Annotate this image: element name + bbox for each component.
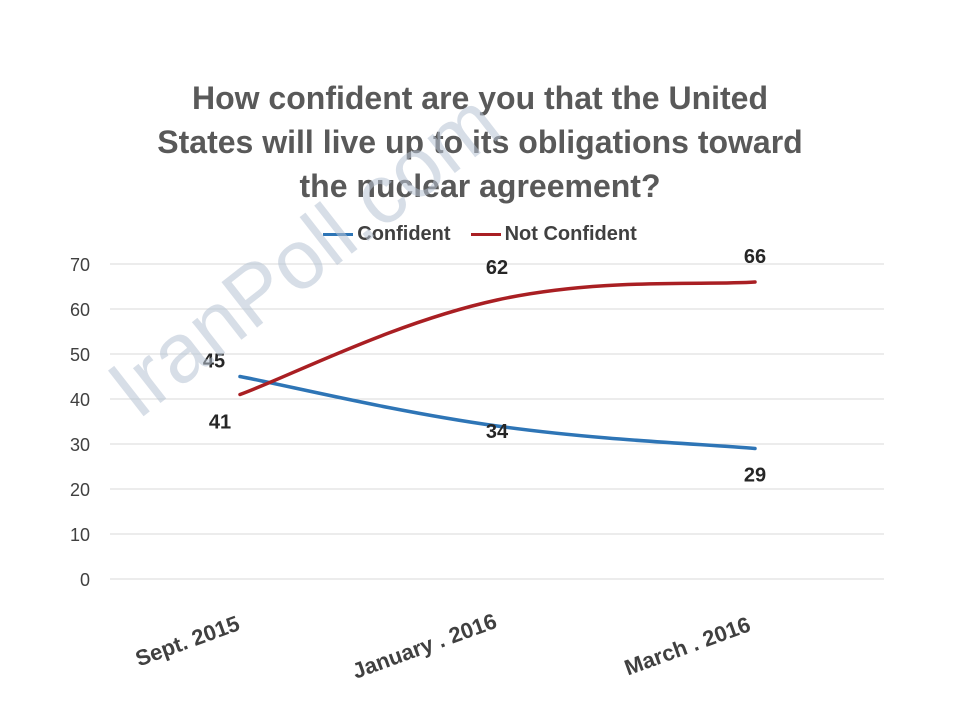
x-tick-label: March . 2016 xyxy=(621,612,754,681)
y-tick-label: 70 xyxy=(70,255,90,275)
data-label: 62 xyxy=(486,257,508,279)
x-tick-label: January . 2016 xyxy=(349,608,500,683)
legend-item-confident: Confident xyxy=(323,222,451,246)
y-tick-label: 60 xyxy=(70,300,90,320)
y-tick-label: 50 xyxy=(70,345,90,365)
data-point xyxy=(495,424,499,428)
data-label: 66 xyxy=(744,246,766,268)
title-line-1: How confident are you that the United xyxy=(191,80,768,116)
y-tick-label: 30 xyxy=(70,435,90,455)
data-point xyxy=(238,375,242,378)
data-point xyxy=(495,298,499,302)
y-tick-label: 40 xyxy=(70,390,90,410)
y-tick-label: 10 xyxy=(70,525,90,545)
y-tick-label: 20 xyxy=(70,480,90,500)
data-point xyxy=(753,280,757,284)
legend-item-not-confident: Not Confident xyxy=(470,222,637,246)
data-label: 45 xyxy=(203,351,225,373)
y-tick-label: 0 xyxy=(80,570,90,590)
legend-swatch-confident xyxy=(323,232,354,236)
data-point xyxy=(753,447,757,450)
data-label: 29 xyxy=(744,465,766,487)
data-label: 34 xyxy=(486,421,509,443)
x-tick-label: Sept. 2015 xyxy=(132,611,243,672)
title-line-3: the nuclear agreement? xyxy=(299,168,661,204)
legend: Confident Not Confident xyxy=(0,219,960,249)
legend-label-not-confident: Not Confident xyxy=(504,222,637,245)
data-label: 41 xyxy=(209,412,231,434)
chart-title: How confident are you that the United St… xyxy=(130,76,830,208)
legend-label-confident: Confident xyxy=(357,222,451,245)
data-point xyxy=(238,393,242,396)
legend-swatch-not-confident xyxy=(470,232,501,236)
title-line-2: States will live up to its obligations t… xyxy=(157,124,803,160)
